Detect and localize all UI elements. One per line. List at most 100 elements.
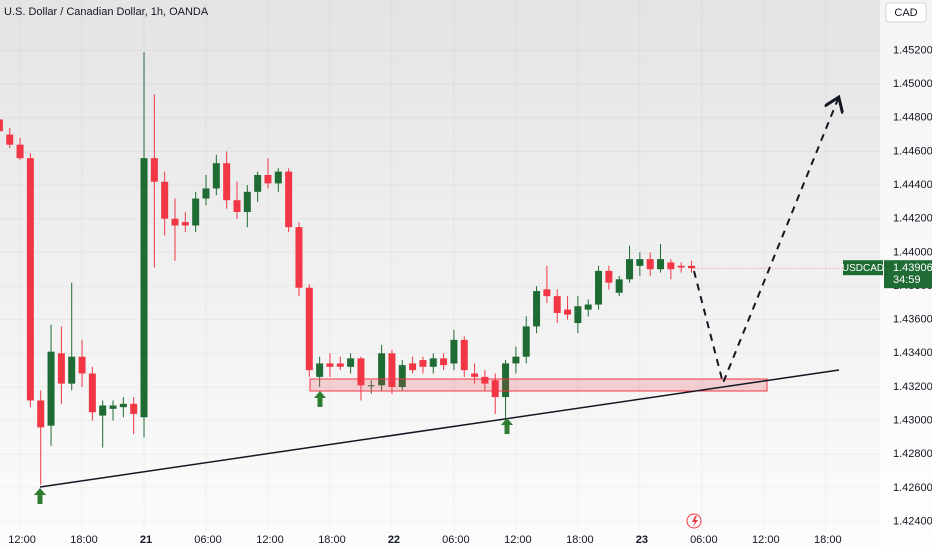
candle-body xyxy=(326,363,334,367)
candle-body xyxy=(150,158,158,182)
candle-body xyxy=(398,365,406,387)
x-tick-label: 18:00 xyxy=(318,534,346,546)
x-tick-label: 12:00 xyxy=(8,534,36,546)
candle-body xyxy=(223,163,231,201)
y-tick-label: 1.44200 xyxy=(893,213,932,225)
candle-body xyxy=(254,174,262,192)
candle-body xyxy=(584,304,592,310)
candle-body xyxy=(657,259,665,270)
candle-body xyxy=(47,351,55,426)
candle-body xyxy=(512,356,520,364)
candle-body xyxy=(615,279,623,293)
candle-body xyxy=(336,363,344,367)
candle-body xyxy=(88,373,96,413)
candle-body xyxy=(264,174,272,184)
candle-body xyxy=(595,270,603,305)
y-tick-label: 1.44800 xyxy=(893,112,932,124)
candle-body xyxy=(646,259,654,270)
candle-body xyxy=(305,287,313,371)
buy-arrow xyxy=(501,418,513,434)
y-tick-label: 1.42800 xyxy=(893,448,932,460)
candle-body xyxy=(233,200,241,212)
candle-body xyxy=(243,191,251,212)
candle-body xyxy=(440,358,448,366)
candle-body xyxy=(429,358,437,367)
candle-body xyxy=(202,188,210,199)
y-tick-label: 1.45000 xyxy=(893,78,932,90)
chart-title: U.S. Dollar / Canadian Dollar, 1h, OANDA xyxy=(4,6,209,18)
candle-body xyxy=(16,144,24,159)
x-tick-label: 18:00 xyxy=(814,534,842,546)
lightning-glyph xyxy=(692,516,698,527)
candle-body xyxy=(378,353,386,386)
x-tick-label: 22 xyxy=(388,534,400,546)
candle-body xyxy=(688,265,696,269)
y-tick-label: 1.43000 xyxy=(893,415,932,427)
candle-body xyxy=(367,385,375,387)
lightning-icon[interactable] xyxy=(686,513,702,529)
buy-arrow xyxy=(34,488,46,504)
x-tick-label: 23 xyxy=(636,534,648,546)
candle-body xyxy=(667,262,675,270)
symbol-tag xyxy=(843,260,883,276)
candle-body xyxy=(295,227,303,288)
price-tag-label: 1.43906 xyxy=(893,262,932,274)
y-tick-label: 1.43200 xyxy=(893,381,932,393)
candle-body xyxy=(316,363,324,377)
candle-body xyxy=(26,158,34,401)
candle-body xyxy=(553,296,561,313)
y-tick-label: 1.44600 xyxy=(893,145,932,157)
candle-body xyxy=(677,265,685,268)
candle-body xyxy=(119,403,127,408)
currency-button[interactable] xyxy=(885,2,927,23)
trendline xyxy=(39,369,840,488)
candle-body xyxy=(347,358,355,367)
y-tick-label: 1.45200 xyxy=(893,44,932,56)
candle-body xyxy=(274,171,282,184)
candle-body xyxy=(460,339,468,371)
x-tick-label: 18:00 xyxy=(70,534,98,546)
candle-body xyxy=(285,171,293,228)
candle-body xyxy=(181,222,189,226)
candle-body xyxy=(481,376,489,384)
y-tick-label: 1.43600 xyxy=(893,314,932,326)
candle-body xyxy=(130,403,138,414)
support-zone xyxy=(309,378,768,392)
price-tag xyxy=(884,260,932,289)
candle-body xyxy=(636,259,644,266)
x-tick-label: 06:00 xyxy=(690,534,718,546)
candle-body xyxy=(99,405,107,416)
candle-body xyxy=(0,119,3,132)
countdown-label: 34:59 xyxy=(893,274,921,286)
symbol-label: USDCAD xyxy=(842,263,884,274)
candle-body xyxy=(161,181,169,219)
x-tick-label: 12:00 xyxy=(256,534,284,546)
x-tick-label: 18:00 xyxy=(566,534,594,546)
candle-body xyxy=(357,358,365,386)
candle-body xyxy=(522,326,530,357)
candle-body xyxy=(502,363,510,398)
x-tick-label: 12:00 xyxy=(752,534,780,546)
candle-body xyxy=(388,353,396,387)
candle-body xyxy=(605,270,613,283)
currency-label[interactable]: CAD xyxy=(894,7,917,19)
candle-body xyxy=(68,356,76,384)
candle-body xyxy=(212,163,220,189)
x-tick-label: 06:00 xyxy=(194,534,222,546)
candle-body xyxy=(37,400,45,428)
candle-body xyxy=(564,309,572,315)
candle-body xyxy=(543,289,551,297)
candle-body xyxy=(450,339,458,364)
y-tick-label: 1.44000 xyxy=(893,246,932,258)
candle-body xyxy=(491,380,499,398)
x-tick-label: 06:00 xyxy=(442,534,470,546)
x-tick-label: 21 xyxy=(140,534,152,546)
y-tick-label: 1.42400 xyxy=(893,515,932,527)
candle-body xyxy=(471,373,479,377)
x-tick-label: 12:00 xyxy=(504,534,532,546)
candle-body xyxy=(626,259,634,280)
candle-body xyxy=(171,218,179,226)
candle-body xyxy=(140,158,148,418)
candle-body xyxy=(192,198,200,226)
